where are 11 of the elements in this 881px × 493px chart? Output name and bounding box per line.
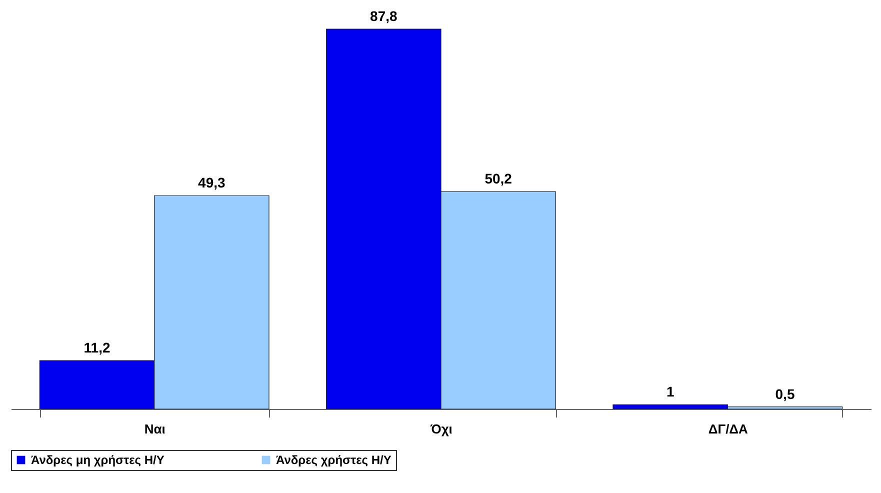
- legend-label: Άνδρες χρήστες Η/Υ: [276, 453, 392, 467]
- data-label: 87,8: [370, 8, 398, 24]
- x-tick-label: ΔΓ/ΔΑ: [708, 422, 749, 436]
- data-label: 1: [666, 384, 674, 400]
- data-label: 0,5: [775, 386, 795, 402]
- data-label: 50,2: [484, 170, 512, 187]
- x-tick-label: Όχι: [430, 422, 453, 436]
- data-label: 11,2: [84, 340, 110, 356]
- legend-label: Άνδρες μη χρήστες Η/Υ: [31, 453, 164, 467]
- data-label: 49,3: [198, 174, 226, 191]
- x-tick-label: Ναι: [144, 422, 166, 436]
